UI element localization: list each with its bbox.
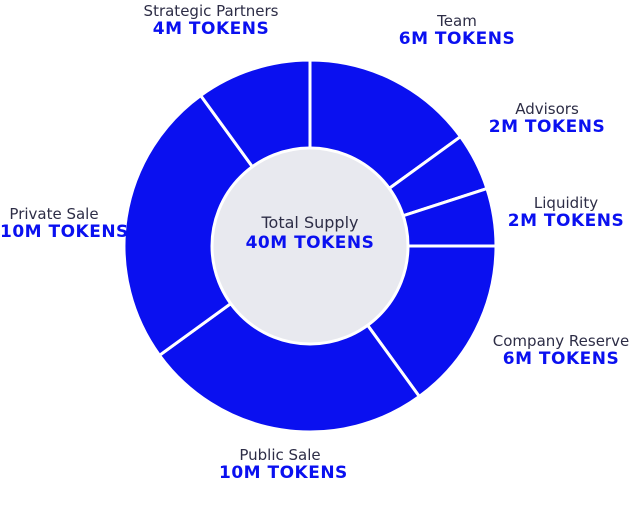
label-public-sale: Public Sale 10M TOKENS [219, 446, 348, 483]
label-strategic-partners: Strategic Partners 4M TOKENS [131, 3, 291, 39]
label-private-sale-value: 10M TOKENS [0, 221, 129, 242]
donut-center-hole [210, 146, 410, 346]
label-private-sale-name: Private Sale [9, 205, 99, 223]
label-team-value: 6M TOKENS [398, 28, 516, 49]
label-company-reserve-value: 6M TOKENS [502, 348, 620, 369]
label-team: Team 6M TOKENS [396, 13, 518, 49]
label-public-sale-name: Public Sale [239, 446, 321, 464]
label-advisors: Advisors 2M TOKENS [486, 101, 608, 137]
label-company-reserve: Company Reserve 6M TOKENS [487, 333, 635, 369]
label-advisors-value: 2M TOKENS [488, 116, 606, 137]
label-liquidity-value: 2M TOKENS [507, 210, 625, 231]
label-private-sale: Private Sale 10M TOKENS [0, 205, 129, 242]
label-company-reserve-name: Company Reserve [492, 332, 630, 350]
label-liquidity-name: Liquidity [533, 194, 599, 212]
center-label: Total Supply 40M TOKENS [236, 213, 384, 253]
center-value: 40M TOKENS [245, 232, 375, 253]
label-strategic-partners-value: 4M TOKENS [152, 18, 270, 39]
label-advisors-name: Advisors [515, 100, 579, 118]
center-title: Total Supply [261, 213, 359, 232]
label-strategic-partners-name: Strategic Partners [143, 2, 279, 20]
label-public-sale-value: 10M TOKENS [219, 462, 348, 483]
label-liquidity: Liquidity 2M TOKENS [505, 195, 627, 231]
label-team-name: Team [437, 12, 477, 30]
